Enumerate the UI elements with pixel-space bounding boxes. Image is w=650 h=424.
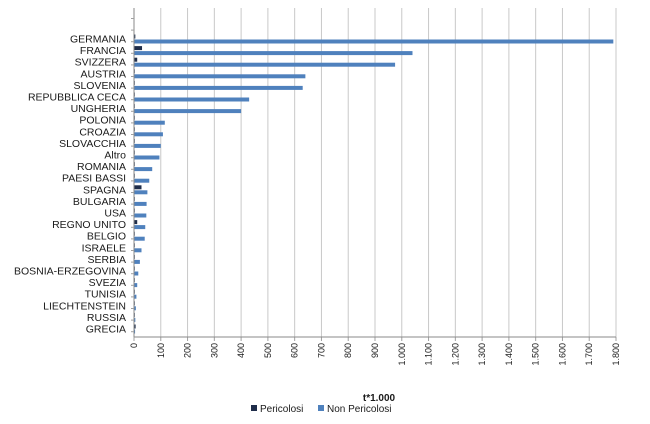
bar-pericolosi-grecia [134, 324, 136, 329]
bar-pericolosi-francia [134, 46, 143, 51]
category-label-liechtenstein: LIECHTENSTEIN [43, 300, 126, 312]
bar-non-pericolosi-germania [134, 39, 614, 44]
bar-non-pericolosi-grecia [134, 329, 136, 334]
category-label-spagna: SPAGNA [83, 184, 126, 196]
bar-non-pericolosi-repubblica-ceca [134, 97, 250, 102]
category-label-grecia: GRECIA [86, 324, 126, 336]
x-tick-label: 200 [183, 343, 193, 358]
category-label-bulgaria: BULGARIA [73, 196, 126, 208]
bar-non-pericolosi-paesi-bassi [134, 178, 150, 183]
x-tick-label: 800 [343, 343, 353, 358]
axes [131, 8, 617, 341]
x-tick-label: 400 [236, 343, 246, 358]
bars [134, 34, 614, 334]
x-tick-label: 1.600 [557, 343, 567, 366]
bar-pericolosi-germania [134, 34, 136, 39]
x-tick-label: 1.200 [450, 343, 460, 366]
category-label-usa: USA [104, 208, 126, 220]
category-label-slovenia: SLOVENIA [73, 80, 126, 92]
bar-non-pericolosi-francia [134, 51, 413, 56]
category-label-paesi-bassi: PAESI BASSI [62, 173, 126, 185]
category-label-regno-unito: REGNO UNITO [52, 219, 126, 231]
bar-pericolosi-spagna [134, 185, 142, 190]
category-label-slovacchia: SLOVACCHIA [59, 138, 126, 150]
x-tick-label: 0 [129, 343, 139, 348]
category-labels: GERMANIAFRANCIASVIZZERAAUSTRIASLOVENIARE… [14, 34, 126, 336]
legend-swatch-pericolosi [251, 405, 257, 411]
x-tick-label: 1.500 [531, 343, 541, 366]
bar-non-pericolosi-bosnia-erzegovina [134, 271, 139, 276]
bar-non-pericolosi-croazia [134, 132, 163, 137]
category-label-belgio: BELGIO [87, 231, 126, 243]
category-label-polonia: POLONIA [79, 115, 126, 127]
bar-pericolosi-svizzera [134, 57, 138, 62]
x-tick-label: 1.000 [397, 343, 407, 366]
x-tick-label: 600 [290, 343, 300, 358]
category-label-romania: ROMANIA [77, 161, 126, 173]
x-tick-labels: 0 100 200 300 400 500 600 700 800 900 1.000 1.100 1.… [129, 343, 621, 366]
x-tick-label: 1.100 [424, 343, 434, 366]
x-tick-label: 1.800 [611, 343, 621, 366]
bar-non-pericolosi-belgio [134, 236, 145, 241]
legend: Pericolosi Non Pericolosi [251, 404, 391, 415]
bar-non-pericolosi-ungheria [134, 109, 242, 114]
legend-label-non-pericolosi: Non Pericolosi [327, 404, 391, 415]
x-tick-label: 1.300 [477, 343, 487, 366]
bar-non-pericolosi-svezia [134, 283, 138, 288]
bar-non-pericolosi-liechtenstein [134, 306, 136, 311]
bar-non-pericolosi-altro [134, 155, 160, 160]
category-label-austria: AUSTRIA [80, 68, 126, 80]
category-label-israele: ISRAELE [82, 242, 126, 254]
category-label-russia: RUSSIA [87, 312, 126, 324]
category-label-bosnia-erzegovina: BOSNIA-ERZEGOVINA [14, 266, 126, 278]
legend-swatch-non-pericolosi [318, 405, 324, 411]
bar-non-pericolosi-svizzera [134, 62, 396, 67]
category-label-ungheria: UNGHERIA [71, 103, 126, 115]
x-tick-label: 700 [316, 343, 326, 358]
x-tick-label: 500 [263, 343, 273, 358]
bar-non-pericolosi-russia [134, 317, 136, 322]
bar-non-pericolosi-polonia [134, 120, 165, 125]
x-axis-title: t*1.000 [363, 393, 396, 404]
bar-non-pericolosi-israele [134, 248, 142, 253]
category-label-francia: FRANCIA [80, 45, 126, 57]
category-label-serbia: SERBIA [87, 254, 126, 266]
category-label-svezia: SVEZIA [89, 277, 126, 289]
category-label-tunisia: TUNISIA [85, 289, 126, 301]
x-tick-label: 1.700 [584, 343, 594, 366]
bar-non-pericolosi-slovenia [134, 85, 303, 90]
category-label-altro: Altro [104, 150, 126, 162]
category-label-svizzera: SVIZZERA [75, 57, 126, 69]
x-tick-label: 1.400 [504, 343, 514, 366]
bar-non-pericolosi-romania [134, 167, 153, 172]
bar-non-pericolosi-austria [134, 74, 306, 79]
bar-non-pericolosi-regno-unito [134, 225, 146, 230]
x-tick-label: 100 [156, 343, 166, 358]
bar-non-pericolosi-bulgaria [134, 201, 147, 206]
bar-non-pericolosi-tunisia [134, 294, 137, 299]
gridlines [160, 8, 617, 337]
bar-non-pericolosi-serbia [134, 259, 140, 264]
bar-pericolosi-regno-unito [134, 220, 138, 225]
bar-non-pericolosi-spagna [134, 190, 148, 195]
x-tick-label: 900 [370, 343, 380, 358]
category-label-repubblica-ceca: REPUBBLICA CECA [28, 92, 126, 104]
bar-non-pericolosi-slovacchia [134, 143, 161, 148]
bar-non-pericolosi-usa [134, 213, 147, 218]
category-label-germania: GERMANIA [70, 34, 126, 46]
category-label-croazia: CROAZIA [79, 126, 126, 138]
legend-label-pericolosi: Pericolosi [260, 404, 303, 415]
x-tick-label: 300 [209, 343, 219, 358]
